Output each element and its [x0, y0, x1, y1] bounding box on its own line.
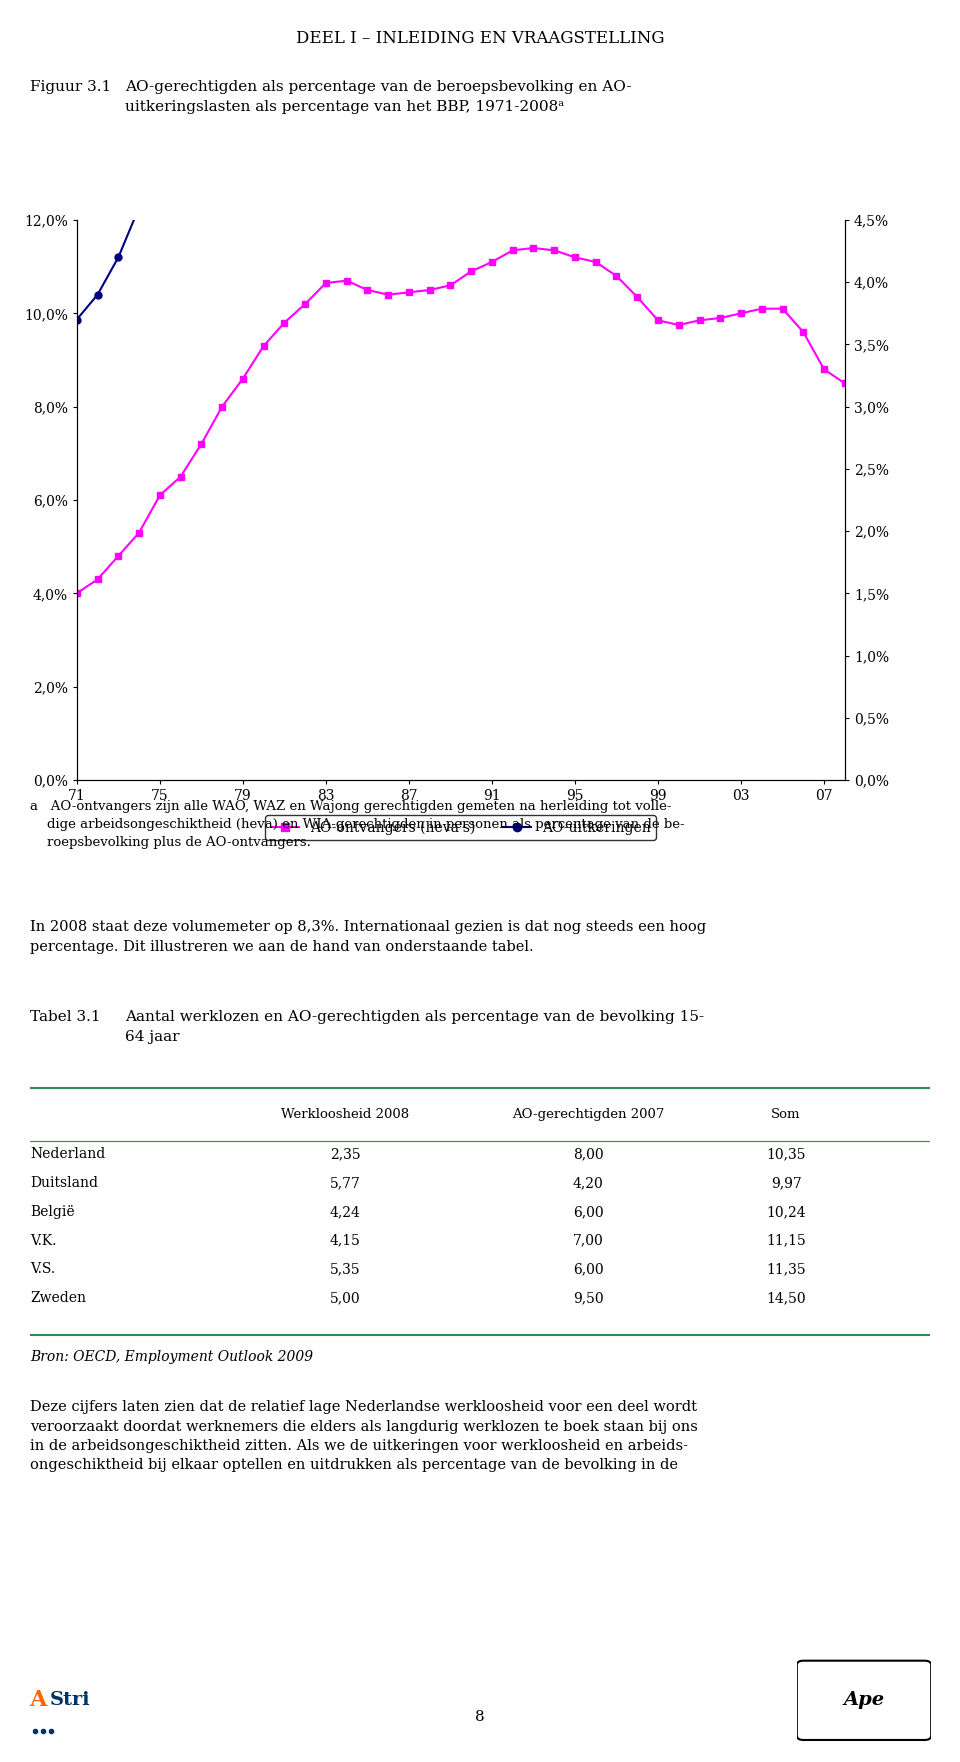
- AO-ontvangers (heva's): [237, 368, 249, 389]
- Text: DEEL I – INLEIDING EN VRAAGSTELLING: DEEL I – INLEIDING EN VRAAGSTELLING: [296, 30, 664, 48]
- AO-ontvangers (heva's): [507, 240, 518, 261]
- Text: Bron: OECD, Employment Outlook 2009: Bron: OECD, Employment Outlook 2009: [30, 1350, 313, 1364]
- Text: 8,00: 8,00: [573, 1147, 603, 1161]
- AO-ontvangers (heva's): [112, 546, 124, 567]
- AO-ontvangers (heva's): [839, 374, 851, 395]
- AO-ontvangers (heva's): [341, 270, 352, 291]
- AO-ontvangers (heva's): [486, 252, 497, 273]
- Text: Zweden: Zweden: [30, 1292, 86, 1306]
- Text: 9,97: 9,97: [771, 1177, 802, 1189]
- Text: a   AO-ontvangers zijn alle WAO, WAZ en Wajong gerechtigden gemeten na herleidin: a AO-ontvangers zijn alle WAO, WAZ en Wa…: [30, 800, 684, 849]
- AO-ontvangers (heva's): [320, 273, 331, 294]
- Text: 11,15: 11,15: [766, 1233, 805, 1247]
- Text: 2,35: 2,35: [329, 1147, 360, 1161]
- AO-uitkeringen: [71, 308, 83, 329]
- Text: Stri: Stri: [50, 1692, 90, 1709]
- Text: 6,00: 6,00: [573, 1262, 603, 1276]
- Text: 4,24: 4,24: [329, 1205, 360, 1219]
- Text: Tabel 3.1: Tabel 3.1: [30, 1010, 101, 1024]
- AO-uitkeringen: [92, 284, 104, 305]
- AO-uitkeringen: [839, 148, 851, 169]
- Text: 8: 8: [475, 1709, 485, 1723]
- AO-ontvangers (heva's): [92, 569, 104, 590]
- Text: Figuur 3.1: Figuur 3.1: [30, 79, 111, 93]
- AO-ontvangers (heva's): [735, 303, 747, 324]
- AO-ontvangers (heva's): [569, 247, 581, 268]
- Text: V.K.: V.K.: [30, 1233, 57, 1247]
- Text: 14,50: 14,50: [766, 1292, 805, 1306]
- Text: Deze cijfers laten zien dat de relatief lage Nederlandse werkloosheid voor een d: Deze cijfers laten zien dat de relatief …: [30, 1401, 698, 1473]
- Text: AO-gerechtigden als percentage van de beroepsbevolking en AO-: AO-gerechtigden als percentage van de be…: [125, 79, 632, 93]
- AO-ontvangers (heva's): [652, 310, 663, 331]
- AO-ontvangers (heva's): [154, 485, 165, 506]
- AO-ontvangers (heva's): [714, 307, 726, 328]
- Legend: AO-ontvangers (heva's), AO-uitkeringen: AO-ontvangers (heva's), AO-uitkeringen: [265, 814, 657, 840]
- Text: 4,15: 4,15: [329, 1233, 360, 1247]
- AO-uitkeringen: [133, 197, 145, 218]
- AO-ontvangers (heva's): [777, 298, 788, 319]
- AO-ontvangers (heva's): [632, 287, 643, 308]
- Text: Werkloosheid 2008: Werkloosheid 2008: [281, 1108, 409, 1121]
- Text: 10,24: 10,24: [766, 1205, 805, 1219]
- AO-uitkeringen: [175, 60, 186, 81]
- AO-uitkeringen: [818, 134, 829, 155]
- AO-uitkeringen: [112, 247, 124, 268]
- AO-ontvangers (heva's): [818, 359, 829, 381]
- AO-ontvangers (heva's): [528, 238, 540, 259]
- Text: V.S.: V.S.: [30, 1262, 55, 1276]
- AO-ontvangers (heva's): [258, 335, 270, 356]
- AO-ontvangers (heva's): [278, 312, 290, 333]
- AO-ontvangers (heva's): [548, 240, 560, 261]
- AO-ontvangers (heva's): [362, 280, 373, 301]
- Text: Som: Som: [771, 1108, 801, 1121]
- Text: 9,50: 9,50: [573, 1292, 603, 1306]
- Text: Aantal werklozen en AO-gerechtigden als percentage van de bevolking 15-
64 jaar: Aantal werklozen en AO-gerechtigden als …: [125, 1010, 704, 1043]
- Text: 5,77: 5,77: [329, 1177, 360, 1189]
- Text: Nederland: Nederland: [30, 1147, 106, 1161]
- Text: Ape: Ape: [844, 1692, 884, 1709]
- AO-ontvangers (heva's): [466, 261, 477, 282]
- AO-uitkeringen: [798, 0, 809, 7]
- Text: 7,00: 7,00: [572, 1233, 604, 1247]
- AO-ontvangers (heva's): [133, 522, 145, 543]
- AO-uitkeringen: [154, 109, 165, 130]
- Text: AO-gerechtigden 2007: AO-gerechtigden 2007: [512, 1108, 664, 1121]
- Line: AO-ontvangers (heva's): AO-ontvangers (heva's): [73, 245, 849, 597]
- Text: 11,35: 11,35: [766, 1262, 805, 1276]
- Text: uitkeringslasten als percentage van het BBP, 1971-2008ᵃ: uitkeringslasten als percentage van het …: [125, 100, 564, 115]
- Text: België: België: [30, 1205, 75, 1219]
- FancyBboxPatch shape: [797, 1660, 931, 1741]
- AO-ontvangers (heva's): [382, 284, 394, 305]
- AO-ontvangers (heva's): [424, 280, 436, 301]
- Text: 10,35: 10,35: [766, 1147, 805, 1161]
- Line: AO-uitkeringen: AO-uitkeringen: [73, 0, 849, 322]
- AO-ontvangers (heva's): [673, 314, 684, 335]
- Text: 6,00: 6,00: [573, 1205, 603, 1219]
- Text: In 2008 staat deze volumemeter op 8,3%. Internationaal gezien is dat nog steeds : In 2008 staat deze volumemeter op 8,3%. …: [30, 920, 707, 953]
- Text: 4,20: 4,20: [572, 1177, 604, 1189]
- AO-ontvangers (heva's): [300, 294, 311, 315]
- AO-ontvangers (heva's): [196, 433, 207, 455]
- AO-ontvangers (heva's): [756, 298, 768, 319]
- AO-ontvangers (heva's): [611, 266, 622, 287]
- Text: 5,35: 5,35: [329, 1262, 360, 1276]
- AO-ontvangers (heva's): [71, 583, 83, 604]
- AO-ontvangers (heva's): [694, 310, 706, 331]
- Text: A: A: [29, 1690, 46, 1711]
- AO-uitkeringen: [196, 11, 207, 32]
- Text: Duitsland: Duitsland: [30, 1177, 98, 1189]
- AO-ontvangers (heva's): [175, 467, 186, 488]
- AO-ontvangers (heva's): [444, 275, 456, 296]
- AO-ontvangers (heva's): [590, 252, 602, 273]
- Text: 5,00: 5,00: [329, 1292, 360, 1306]
- AO-ontvangers (heva's): [403, 282, 415, 303]
- AO-ontvangers (heva's): [798, 321, 809, 342]
- AO-ontvangers (heva's): [216, 396, 228, 418]
